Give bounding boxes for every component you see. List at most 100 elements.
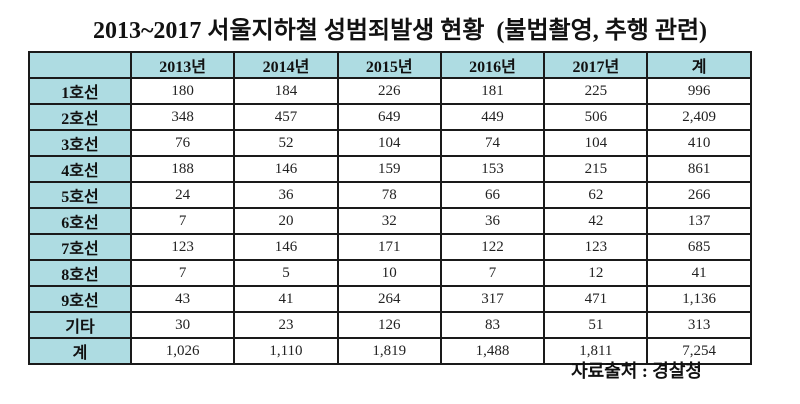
row-label: 9호선 (28, 285, 132, 313)
row-label: 1호선 (28, 77, 132, 105)
data-cell: 42 (543, 207, 649, 235)
data-cell: 159 (336, 155, 442, 183)
table-row: 3호선 76 52 104 74 104 410 (28, 129, 752, 157)
data-cell: 1,136 (646, 285, 752, 313)
corner-header-cell (28, 51, 132, 79)
data-cell: 471 (543, 285, 649, 313)
data-cell: 184 (233, 77, 339, 105)
page-title: 2013~2017 서울지하철 성범죄발생 현황 (불법촬영, 추행 관련) (92, 18, 708, 44)
header-row: 2013년 2014년 2015년 2016년 2017년 계 (28, 51, 752, 79)
data-cell: 51 (543, 311, 649, 339)
data-cell: 52 (233, 129, 339, 157)
column-header-3: 2015년 (336, 51, 442, 79)
data-cell: 7,254 (646, 337, 752, 365)
table-row: 5호선 24 36 78 66 62 266 (28, 181, 752, 209)
data-cell: 43 (129, 285, 236, 313)
data-cell: 7 (129, 259, 236, 287)
data-cell: 62 (543, 181, 649, 209)
data-cell: 10 (336, 259, 442, 287)
data-cell: 410 (646, 129, 752, 157)
data-cell: 1,488 (439, 337, 546, 365)
data-cell: 41 (646, 259, 752, 287)
data-cell: 153 (439, 155, 546, 183)
data-cell: 5 (233, 259, 339, 287)
row-label: 기타 (28, 311, 132, 339)
row-label: 5호선 (28, 181, 132, 209)
data-cell: 137 (646, 207, 752, 235)
row-label: 7호선 (28, 233, 132, 261)
data-cell: 24 (129, 181, 236, 209)
data-cell: 7 (129, 207, 236, 235)
data-cell: 36 (439, 207, 546, 235)
data-cell: 348 (129, 103, 236, 131)
data-cell: 180 (129, 77, 236, 105)
column-header-6: 계 (646, 51, 752, 79)
data-cell: 1,819 (336, 337, 442, 365)
data-cell: 317 (439, 285, 546, 313)
data-cell: 32 (336, 207, 442, 235)
statistics-table: 2013년 2014년 2015년 2016년 2017년 계 1호선 180 184 226 1… (28, 51, 752, 365)
data-cell: 146 (233, 233, 339, 261)
column-header-1: 2013년 (129, 51, 236, 79)
data-cell: 126 (336, 311, 442, 339)
data-cell: 66 (439, 181, 546, 209)
data-cell: 181 (439, 77, 546, 105)
data-cell: 215 (543, 155, 649, 183)
data-cell: 1,026 (129, 337, 236, 365)
data-cell: 1,110 (233, 337, 339, 365)
data-cell: 146 (233, 155, 339, 183)
table-row: 2호선 348 457 649 449 506 2,409 (28, 103, 752, 131)
table-header: 2013년 2014년 2015년 2016년 2017년 계 (28, 51, 752, 79)
data-cell: 225 (543, 77, 649, 105)
row-label: 4호선 (28, 155, 132, 183)
data-cell: 264 (336, 285, 442, 313)
data-cell: 685 (646, 233, 752, 261)
data-cell: 171 (336, 233, 442, 261)
source-note: 자료출처 : 경찰청 (571, 361, 702, 381)
data-cell: 313 (646, 311, 752, 339)
table-row: 6호선 7 20 32 36 42 137 (28, 207, 752, 235)
column-header-4: 2016년 (439, 51, 546, 79)
row-label: 계 (28, 337, 132, 365)
data-cell: 41 (233, 285, 339, 313)
data-cell: 1,811 (543, 337, 649, 365)
data-cell: 649 (336, 103, 442, 131)
data-cell: 457 (233, 103, 339, 131)
data-cell: 20 (233, 207, 339, 235)
data-cell: 861 (646, 155, 752, 183)
table-body: 1호선 180 184 226 181 225 996 2호선 348 457 649 449 506 2… (28, 77, 752, 365)
data-cell: 506 (543, 103, 649, 131)
data-cell: 36 (233, 181, 339, 209)
row-label: 6호선 (28, 207, 132, 235)
data-cell: 122 (439, 233, 546, 261)
data-cell: 12 (543, 259, 649, 287)
table-row: 9호선 43 41 264 317 471 1,136 (28, 285, 752, 313)
table-row: 계 1,026 1,110 1,819 1,488 1,811 7,254 (28, 337, 752, 365)
data-cell: 83 (439, 311, 546, 339)
data-cell: 266 (646, 181, 752, 209)
data-cell: 123 (129, 233, 236, 261)
column-header-5: 2017년 (543, 51, 649, 79)
data-cell: 449 (439, 103, 546, 131)
data-cell: 30 (129, 311, 236, 339)
data-cell: 104 (543, 129, 649, 157)
row-label: 2호선 (28, 103, 132, 131)
data-cell: 7 (439, 259, 546, 287)
table-row: 1호선 180 184 226 181 225 996 (28, 77, 752, 105)
data-cell: 188 (129, 155, 236, 183)
column-header-2: 2014년 (233, 51, 339, 79)
data-cell: 78 (336, 181, 442, 209)
table-row: 8호선 7 5 10 7 12 41 (28, 259, 752, 287)
data-cell: 996 (646, 77, 752, 105)
data-cell: 123 (543, 233, 649, 261)
row-label: 3호선 (28, 129, 132, 157)
table-row: 7호선 123 146 171 122 123 685 (28, 233, 752, 261)
row-label: 8호선 (28, 259, 132, 287)
data-cell: 2,409 (646, 103, 752, 131)
data-cell: 104 (336, 129, 442, 157)
data-cell: 74 (439, 129, 546, 157)
data-cell: 23 (233, 311, 339, 339)
table-row: 4호선 188 146 159 153 215 861 (28, 155, 752, 183)
data-cell: 226 (336, 77, 442, 105)
